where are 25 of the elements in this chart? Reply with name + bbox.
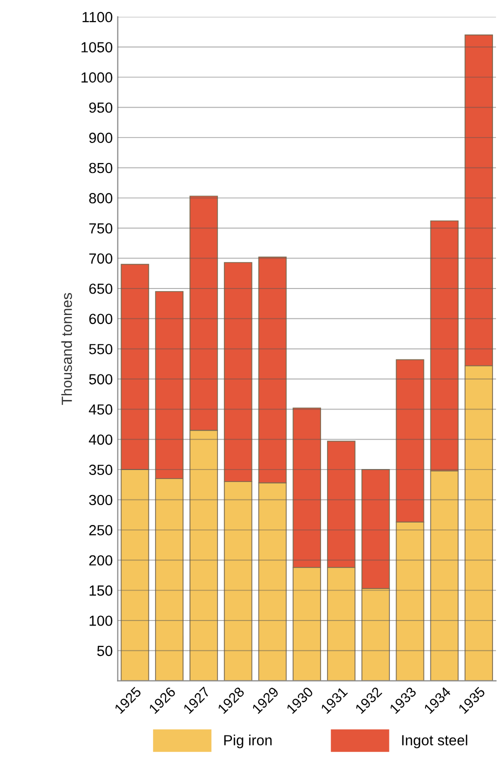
y-tick-label: 500 (89, 374, 112, 384)
y-axis-title: Thousand tonnes (61, 293, 72, 405)
y-tick-label: 1000 (82, 72, 112, 83)
y-tick-label: 900 (89, 132, 112, 143)
y-tick-label: 200 (89, 555, 112, 566)
y-tick-label: 300 (89, 494, 112, 506)
legend-label: Pig iron (224, 734, 272, 748)
y-tick-label: 450 (88, 404, 112, 415)
y-tick-label: 550 (89, 344, 112, 354)
y-tick-label: 100 (90, 616, 112, 626)
y-tick-label: 800 (89, 193, 112, 204)
y-tick-label: 50 (97, 646, 112, 656)
y-tick-label: 350 (89, 464, 112, 475)
y-tick-label: 600 (89, 314, 112, 324)
y-tick-label: 950 (89, 102, 112, 113)
y-tick-label: 750 (89, 223, 112, 234)
legend-label: Ingot steel (402, 734, 468, 748)
y-tick-label: 150 (90, 585, 112, 596)
y-tick-label: 250 (89, 525, 112, 536)
y-tick-label: 400 (88, 434, 112, 445)
y-tick-label: 850 (89, 162, 112, 174)
y-tick-label: 1050 (82, 42, 112, 52)
y-tick-label: 1100 (82, 12, 112, 22)
y-tick-label: 650 (89, 284, 112, 294)
y-tick-label: 700 (89, 253, 112, 264)
